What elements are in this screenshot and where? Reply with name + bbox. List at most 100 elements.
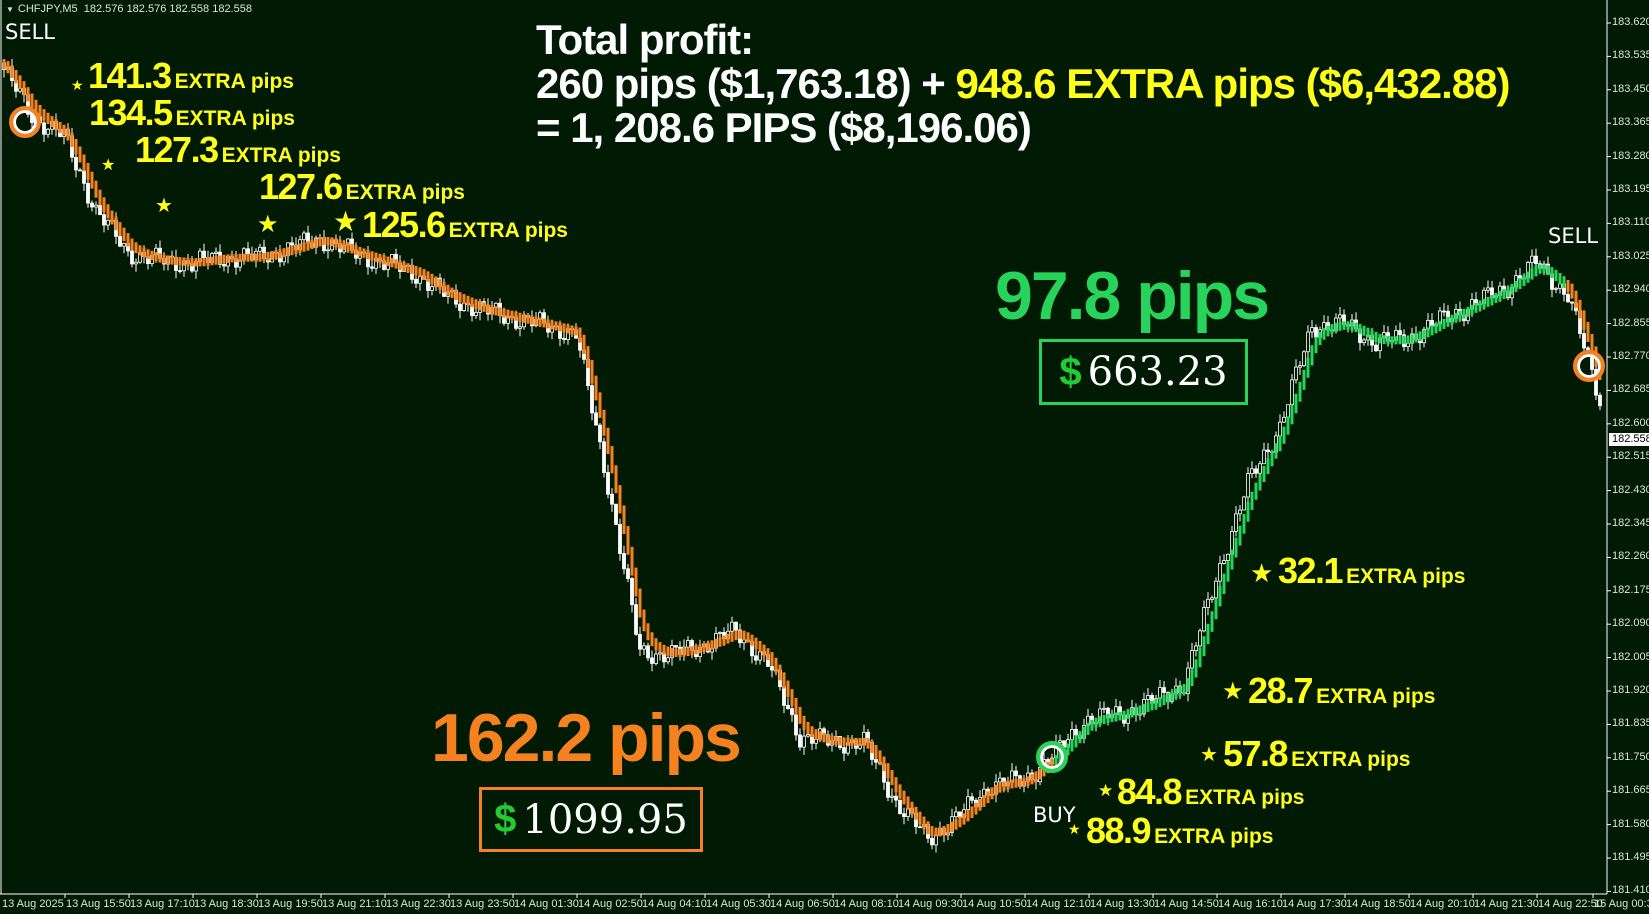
price-tick-label: 181.835 — [1612, 717, 1649, 730]
trend-bar — [1094, 717, 1098, 728]
trend-bar — [1394, 336, 1398, 345]
trend-bar — [26, 87, 30, 102]
sell-trade-amount: 1099.95 — [522, 796, 688, 843]
trend-bar — [582, 334, 586, 355]
trend-bar — [1518, 277, 1522, 289]
candle-body — [518, 326, 522, 329]
trend-bar — [370, 251, 374, 261]
trend-bar — [1442, 318, 1446, 329]
time-tick-label: 14 Aug 13:30 — [1090, 898, 1155, 910]
candle-body — [1218, 562, 1222, 582]
trend-bar — [1386, 336, 1390, 345]
candle-body — [658, 652, 662, 655]
trend-bar — [70, 132, 74, 147]
trend-bar — [342, 240, 346, 251]
trend-bar — [318, 237, 322, 247]
candle-body — [1258, 463, 1262, 474]
extra-pips-label: 84.8 EXTRA pips — [1117, 771, 1305, 812]
trend-bar — [1366, 327, 1370, 338]
trend-bar — [326, 236, 330, 246]
candle-body — [1598, 394, 1602, 407]
time-tick-label: 14 Aug 12:10 — [1026, 898, 1091, 910]
trend-bar — [626, 526, 630, 555]
candle-body — [890, 795, 894, 798]
extra-pips-label: 32.1 EXTRA pips — [1278, 550, 1466, 591]
price-tick-label: 182.600 — [1612, 416, 1649, 429]
candle-body — [1310, 327, 1314, 333]
trend-bar — [858, 737, 862, 746]
trend-bar — [914, 806, 918, 820]
candle-body — [462, 302, 466, 312]
dropdown-triangle-icon[interactable]: ▼ — [6, 5, 14, 14]
trend-bar — [306, 241, 310, 251]
extra-pips-label: 28.7 EXTRA pips — [1248, 670, 1436, 711]
trend-bar — [542, 318, 546, 328]
candle-body — [1214, 580, 1218, 599]
trend-bar — [110, 210, 114, 225]
trend-bar — [1246, 501, 1250, 522]
price-tick-label: 182.090 — [1612, 617, 1649, 630]
trend-bar — [710, 640, 714, 650]
trend-bar — [1434, 323, 1438, 334]
trend-bar — [138, 245, 142, 256]
time-tick-label: 13 Aug 22:30 — [386, 898, 451, 910]
trend-bar — [990, 787, 994, 800]
candle-body — [1374, 344, 1378, 352]
trend-bar — [718, 637, 722, 647]
trend-bar — [666, 646, 670, 656]
trend-bar — [694, 645, 698, 655]
trend-bar — [442, 281, 446, 293]
candle-body — [202, 250, 206, 259]
trend-bar — [946, 824, 950, 835]
trend-bar — [894, 777, 898, 793]
trend-bar — [1238, 525, 1242, 546]
candle-body — [954, 811, 958, 818]
trend-bar — [206, 257, 210, 266]
time-tick-label: 13 Aug 19:50 — [258, 898, 323, 910]
trend-bar — [618, 485, 622, 514]
trend-bar — [934, 828, 938, 837]
trend-bar — [186, 257, 190, 267]
symbol-timeframe: CHFJPY,M5 — [17, 3, 78, 15]
trend-bar — [926, 821, 930, 835]
candle-body — [1302, 351, 1306, 367]
candle-body — [1530, 255, 1534, 263]
candle-body — [326, 249, 330, 252]
trend-bar — [814, 729, 818, 740]
price-tick-label: 182.685 — [1612, 383, 1649, 396]
trend-bar — [414, 265, 418, 276]
trend-bar — [730, 632, 734, 642]
time-tick-label: 14 Aug 18:50 — [1346, 898, 1411, 910]
trend-bar — [1182, 684, 1186, 695]
trend-bar — [1234, 537, 1238, 558]
trend-bar — [1086, 722, 1090, 735]
trend-bar — [1310, 345, 1314, 366]
trend-bar — [738, 630, 742, 639]
trend-bar — [818, 731, 822, 741]
trend-bar — [734, 630, 738, 641]
trend-bar — [954, 819, 958, 830]
candle-body — [798, 734, 802, 748]
trend-bar — [418, 267, 422, 278]
trend-bar — [1278, 435, 1282, 452]
trend-bar — [1494, 292, 1498, 303]
trend-bar — [490, 305, 494, 315]
candle-body — [770, 666, 774, 671]
candle-body — [598, 424, 602, 443]
time-tick-label: 14 Aug 10:50 — [962, 898, 1027, 910]
trend-bar — [802, 715, 806, 730]
trend-bar — [114, 216, 118, 231]
axis-ticks — [64, 22, 1611, 898]
trend-bar — [246, 253, 250, 262]
price-tick-label: 182.345 — [1612, 517, 1649, 529]
trend-bar — [1346, 321, 1350, 330]
trend-bar — [1286, 416, 1290, 435]
trend-bar — [638, 588, 642, 618]
trend-bar — [1110, 713, 1114, 722]
trend-bar — [298, 243, 302, 253]
candle-body — [1534, 255, 1538, 265]
trend-bar — [1374, 331, 1378, 343]
candle-body — [1158, 687, 1162, 699]
trend-bar — [558, 322, 562, 332]
trend-bar — [154, 252, 158, 262]
